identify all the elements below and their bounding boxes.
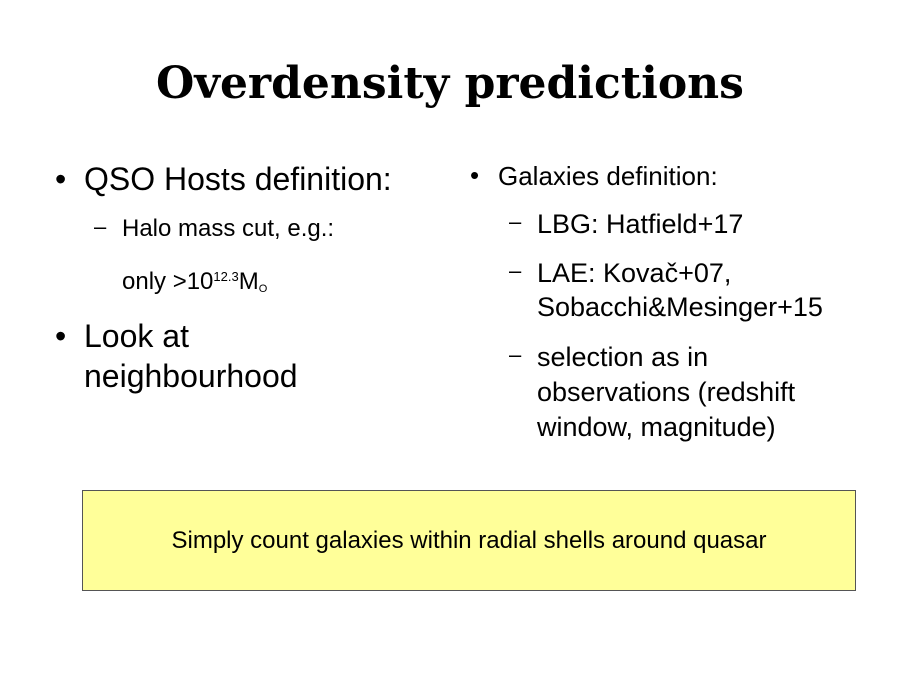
mass-exponent: 12.3: [213, 269, 239, 284]
bullet-dot: •: [55, 318, 67, 354]
lae-reference: LAE: Kovač+07, Sobacchi&Mesinger+15: [537, 258, 823, 322]
halo-mass-cut-text: Halo mass cut, e.g.:: [122, 215, 335, 242]
bullet-dot: •: [470, 160, 480, 190]
summary-text: Simply count galaxies within radial shel…: [171, 526, 767, 554]
mass-unit: M: [238, 268, 259, 295]
lbg-reference: LBG: Hatfield+17: [537, 209, 744, 239]
galaxies-heading: Galaxies definition:: [498, 161, 718, 191]
selection-criteria: selection as in observations (redshift w…: [537, 342, 796, 442]
mass-unit-subscript: O: [258, 283, 268, 295]
bullet-dot: •: [55, 161, 67, 197]
mass-prefix: only >10: [122, 268, 214, 295]
sub-bullet-dash: –: [94, 214, 107, 239]
qso-hosts-heading: QSO Hosts definition:: [84, 161, 392, 197]
sub-bullet-dash: –: [509, 258, 522, 283]
look-at-neighbourhood: Look at neighbourhood: [84, 318, 298, 394]
slide-title: Overdensity predictions: [156, 58, 744, 109]
sub-bullet-dash: –: [509, 209, 522, 234]
summary-box: Simply count galaxies within radial shel…: [82, 490, 856, 591]
mass-threshold-text: only >1012.3MO: [122, 261, 267, 305]
sub-bullet-dash: –: [509, 342, 522, 367]
